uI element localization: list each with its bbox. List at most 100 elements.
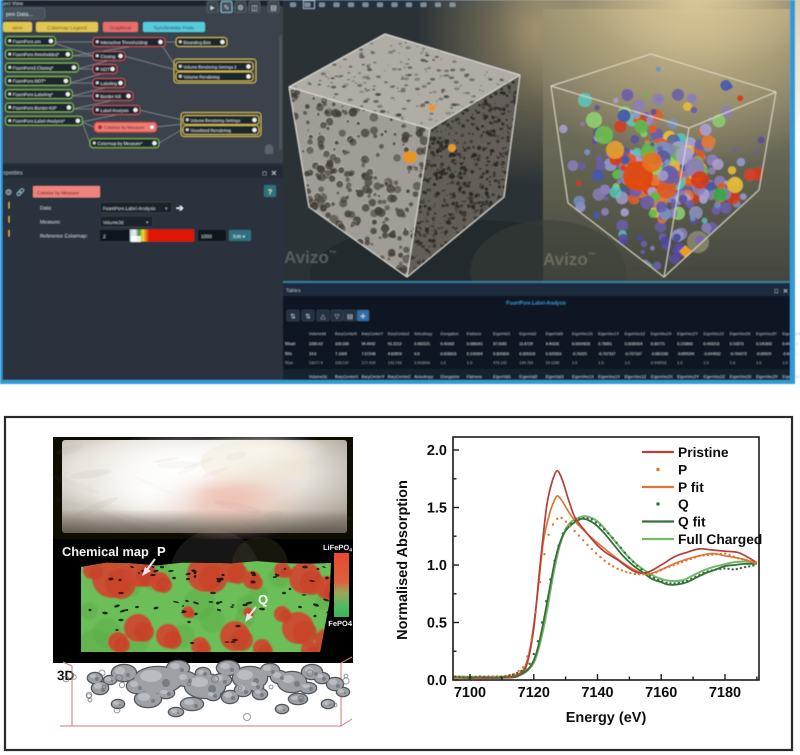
svg-text:FoamPore.thresholded*: FoamPore.thresholded* (13, 52, 60, 57)
svg-text:0.326316: 0.326316 (546, 352, 562, 356)
svg-text:0.45082: 0.45082 (441, 342, 455, 346)
svg-text:0.963643: 0.963643 (414, 361, 430, 365)
svg-text:P: P (157, 544, 166, 559)
svg-text:EigenVec3Y: EigenVec3Y (756, 332, 777, 336)
svg-text:1.0: 1.0 (730, 361, 735, 365)
svg-text:EigenVec1X: EigenVec1X (572, 374, 594, 379)
svg-text:EigenVal1: EigenVal1 (493, 374, 512, 379)
svg-text:Anisotropy: Anisotropy (414, 332, 432, 336)
svg-text:►: ► (209, 5, 216, 12)
svg-text:EigenVec1Z: EigenVec1Z (625, 332, 646, 336)
svg-text:EigenVal3: EigenVal3 (546, 332, 563, 336)
svg-text:-0.704272: -0.704272 (730, 352, 747, 356)
svg-text:⇅: ⇅ (290, 314, 296, 321)
svg-text:7140: 7140 (581, 685, 613, 701)
svg-text:0.143842: 0.143842 (677, 342, 693, 346)
svg-text:Colorize by Measure: Colorize by Measure (104, 125, 145, 130)
svg-text:Avizo™: Avizo™ (543, 250, 596, 269)
svg-text:◻: ◻ (262, 171, 267, 177)
svg-text:EigenVec2Y: EigenVec2Y (677, 332, 698, 336)
svg-text:140.743: 140.743 (388, 361, 402, 365)
svg-text:Pristine: Pristine (678, 445, 729, 460)
svg-text:0.50373: 0.50373 (730, 342, 744, 346)
svg-text:Measure:: Measure: (40, 220, 61, 226)
svg-text:EigenVec3X: EigenVec3X (730, 332, 751, 336)
svg-text:1.0: 1.0 (704, 361, 709, 365)
svg-text:EigenVec2X: EigenVec2X (651, 332, 672, 336)
svg-text:▤: ▤ (347, 314, 353, 321)
svg-text:2: 2 (103, 234, 106, 240)
svg-text:LiFePO4: LiFePO4 (323, 543, 352, 554)
svg-text:Full Charged: Full Charged (678, 532, 762, 547)
svg-text:▾: ▾ (165, 206, 168, 212)
svg-text:1.5: 1.5 (427, 501, 447, 517)
svg-text:0.086041: 0.086041 (467, 342, 483, 346)
svg-text:1.0: 1.0 (677, 361, 682, 365)
svg-text:Bounding Box: Bounding Box (184, 40, 212, 45)
svg-text:EigenVal3: EigenVal3 (546, 374, 565, 379)
svg-text:EigenVec2Y: EigenVec2Y (677, 374, 699, 379)
svg-text:11.8729: 11.8729 (519, 342, 532, 346)
svg-text:1.0: 1.0 (572, 361, 577, 365)
svg-text:0.326316: 0.326316 (493, 352, 509, 356)
svg-text:❙: ❙ (6, 216, 11, 223)
svg-text:Synchronize Ports: Synchronize Ports (154, 25, 195, 31)
svg-text:ject View: ject View (2, 1, 23, 7)
svg-text:FePO4: FePO4 (328, 619, 353, 628)
svg-text:1.0: 1.0 (756, 361, 761, 365)
svg-text:FoamPore.Label-Analysis: FoamPore.Label-Analysis (506, 301, 566, 307)
svg-text:EigenVec1Z: EigenVec1Z (625, 374, 647, 379)
svg-text:Labeling: Labeling (101, 81, 118, 86)
svg-text:1000: 1000 (201, 234, 212, 240)
svg-text:EigenVec1Y: EigenVec1Y (598, 332, 619, 336)
svg-text:Colormap by Measure*: Colormap by Measure* (98, 141, 143, 146)
svg-text:3D: 3D (57, 668, 75, 683)
svg-text:Chemical map: Chemical map (62, 544, 149, 559)
svg-text:Volume Rendering Settings: Volume Rendering Settings (191, 118, 241, 123)
svg-text:476.145: 476.145 (493, 361, 507, 365)
svg-text:▽: ▽ (335, 314, 340, 321)
svg-text:-0.899294: -0.899294 (677, 352, 694, 356)
svg-text:0.485525: 0.485525 (414, 342, 430, 346)
svg-text:Volume3d: Volume3d (309, 332, 326, 336)
svg-text:1.0: 1.0 (441, 361, 446, 365)
svg-text:Colorize by Measure: Colorize by Measure (37, 190, 80, 195)
svg-text:Avizo™: Avizo™ (284, 248, 337, 267)
svg-text:198.547: 198.547 (335, 361, 349, 365)
svg-text:7120: 7120 (518, 685, 550, 701)
svg-text:0.141904: 0.141904 (467, 352, 483, 356)
svg-text:106.036: 106.036 (335, 342, 349, 346)
svg-text:EigenVec3X: EigenVec3X (730, 374, 752, 379)
svg-text:EigenVal2: EigenVal2 (519, 332, 536, 336)
svg-text:Elongation: Elongation (441, 374, 460, 379)
svg-text:✚: ✚ (360, 314, 366, 321)
svg-text:FoamPore.Label-Analysis*: FoamPore.Label-Analysis* (13, 119, 65, 124)
svg-text:54.1286: 54.1286 (546, 361, 560, 365)
svg-text:BaryCenterX: BaryCenterX (335, 374, 358, 379)
svg-text:Volume Rendering Settings 2: Volume Rendering Settings 2 (184, 64, 238, 69)
svg-text:⇅: ⇅ (305, 314, 311, 321)
svg-text:37.6681: 37.6681 (493, 342, 507, 346)
svg-text:0.30775: 0.30775 (651, 342, 665, 346)
svg-text:EigenVec2Z: EigenVec2Z (704, 332, 725, 336)
svg-text:◻: ◻ (774, 289, 779, 295)
svg-text:◫: ◫ (251, 5, 258, 12)
svg-text:Elongation: Elongation (441, 332, 459, 336)
svg-text:0.0: 0.0 (427, 673, 447, 689)
svg-text:EigenVec2X: EigenVec2X (651, 374, 673, 379)
svg-text:✕: ✕ (271, 171, 277, 178)
svg-text:pen Data...: pen Data... (6, 12, 33, 18)
svg-text:91.2212: 91.2212 (388, 342, 402, 346)
svg-text:✎: ✎ (224, 5, 230, 12)
svg-text:operties: operties (3, 171, 23, 177)
svg-text:▾: ▾ (146, 220, 149, 226)
svg-text:❙: ❙ (6, 230, 11, 237)
svg-text:EigenVal1: EigenVal1 (493, 332, 510, 336)
svg-text:7100: 7100 (454, 685, 486, 701)
svg-text:EigenVec1Y: EigenVec1Y (598, 374, 620, 379)
svg-text:2.0: 2.0 (427, 443, 447, 459)
svg-text:Flatness: Flatness (467, 332, 481, 336)
svg-text:Min: Min (285, 351, 292, 356)
svg-text:-0.644932: -0.644932 (704, 352, 721, 356)
svg-text:✕: ✕ (783, 289, 788, 295)
